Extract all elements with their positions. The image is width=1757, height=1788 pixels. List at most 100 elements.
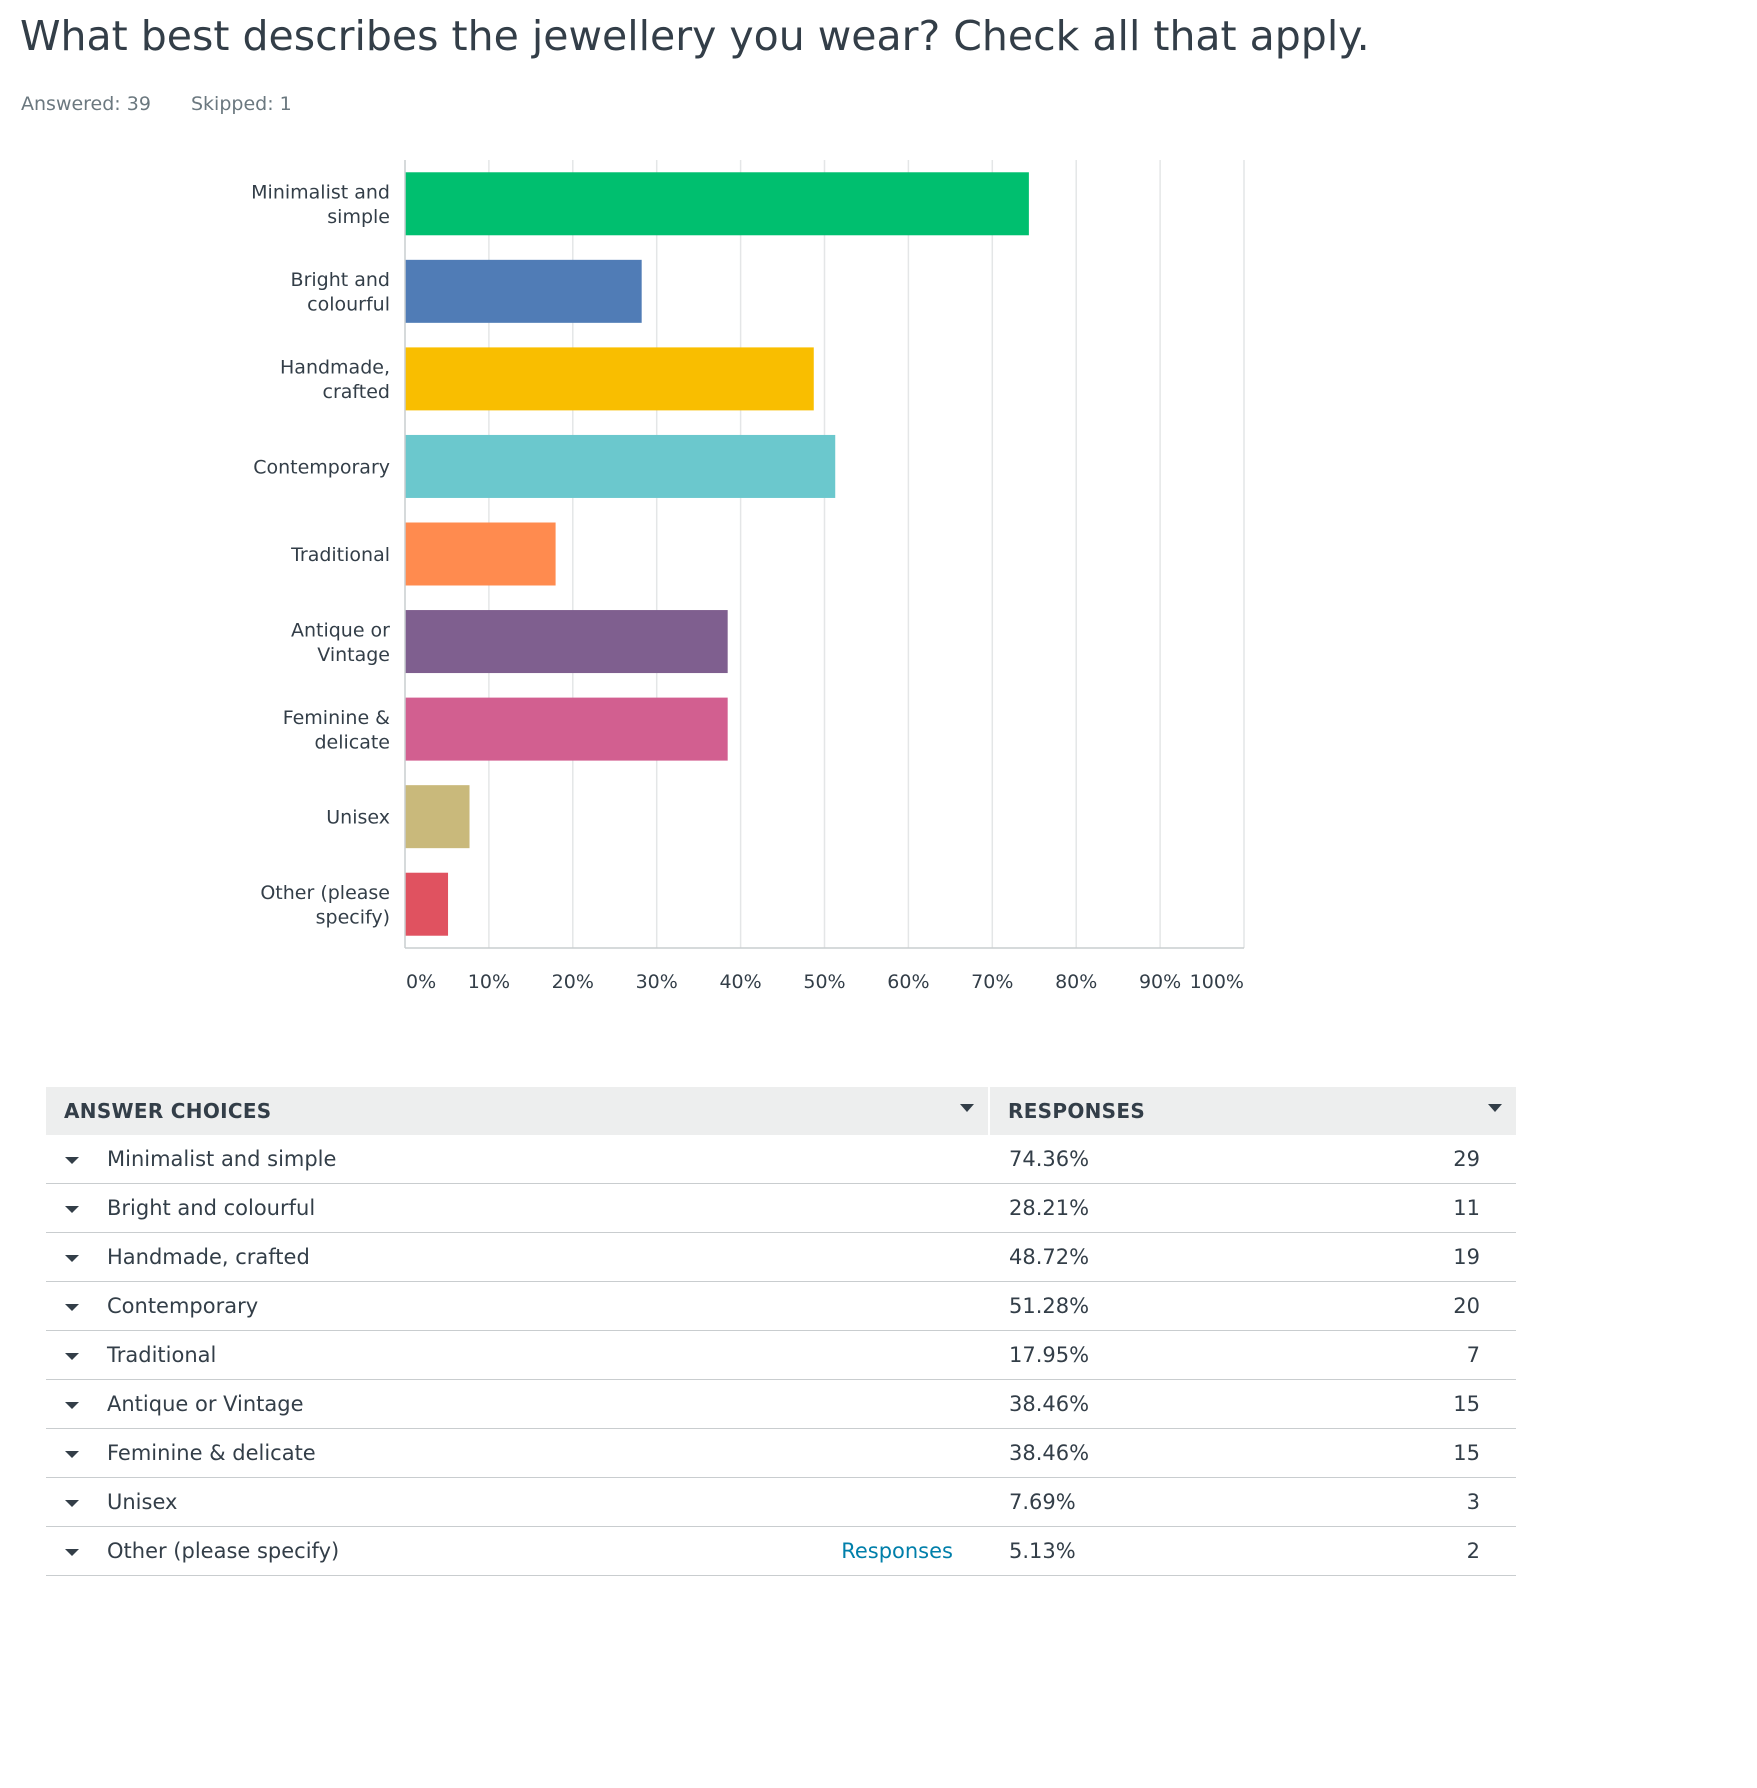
category-label: Vintage — [317, 644, 390, 666]
response-count: 15 — [1453, 1441, 1480, 1465]
sort-dropdown-icon[interactable] — [1488, 1104, 1502, 1112]
x-tick-label: 10% — [468, 971, 510, 993]
chevron-down-icon[interactable] — [65, 1156, 79, 1164]
response-count: 19 — [1453, 1245, 1480, 1269]
response-percent: 7.69% — [1009, 1490, 1076, 1514]
bar[interactable] — [405, 172, 1029, 236]
response-count: 2 — [1466, 1539, 1480, 1563]
response-count: 3 — [1466, 1490, 1480, 1514]
table-row: Other (please specify) Responses 5.13% 2 — [46, 1526, 1516, 1576]
answer-choice-cell: Other (please specify) Responses — [46, 1526, 989, 1576]
answer-choices-header-label: ANSWER CHOICES — [64, 1099, 272, 1123]
table-row: Minimalist and simple 74.36% 29 — [46, 1135, 1516, 1184]
response-cell: 7.69% 3 — [989, 1477, 1516, 1527]
answer-choice-cell: Bright and colourful — [46, 1183, 989, 1233]
chevron-down-icon[interactable] — [65, 1303, 79, 1311]
answer-choice-label: Unisex — [107, 1490, 178, 1514]
bar[interactable] — [405, 347, 814, 411]
category-label: Minimalist and — [251, 182, 390, 204]
category-label: Other (please — [260, 882, 390, 904]
question-title: What best describes the jewellery you we… — [20, 12, 1370, 60]
chevron-down-icon[interactable] — [65, 1548, 79, 1556]
response-percent: 48.72% — [1009, 1245, 1090, 1269]
response-cell: 51.28% 20 — [989, 1281, 1516, 1331]
category-label: Contemporary — [253, 456, 390, 478]
table-row: Feminine & delicate 38.46% 15 — [46, 1428, 1516, 1478]
x-tick-label: 70% — [971, 971, 1013, 993]
table-row: Antique or Vintage 38.46% 15 — [46, 1379, 1516, 1429]
category-label: Bright and — [291, 269, 390, 291]
sort-dropdown-icon[interactable] — [960, 1104, 974, 1112]
answer-choice-label: Feminine & delicate — [107, 1441, 316, 1465]
table-row: Unisex 7.69% 3 — [46, 1477, 1516, 1527]
response-count: 20 — [1453, 1294, 1480, 1318]
response-percent: 17.95% — [1009, 1343, 1090, 1367]
x-tick-label: 40% — [719, 971, 761, 993]
category-label: Unisex — [326, 807, 390, 829]
response-percent: 28.21% — [1009, 1196, 1090, 1220]
table-row: Handmade, crafted 48.72% 19 — [46, 1232, 1516, 1282]
x-tick-label: 30% — [636, 971, 678, 993]
response-percent: 38.46% — [1009, 1441, 1090, 1465]
answer-choice-label: Bright and colourful — [107, 1196, 316, 1220]
chevron-down-icon[interactable] — [65, 1450, 79, 1458]
category-label: Feminine & — [283, 707, 390, 729]
response-percent: 38.46% — [1009, 1392, 1090, 1416]
answer-choice-label: Handmade, crafted — [107, 1245, 310, 1269]
x-tick-label: 80% — [1055, 971, 1097, 993]
chevron-down-icon[interactable] — [65, 1254, 79, 1262]
response-cell: 38.46% 15 — [989, 1428, 1516, 1478]
x-tick-label: 50% — [803, 971, 845, 993]
x-tick-label: 60% — [887, 971, 929, 993]
response-cell: 48.72% 19 — [989, 1232, 1516, 1282]
category-label: colourful — [307, 294, 390, 316]
bar[interactable] — [405, 785, 470, 849]
table-row: Contemporary 51.28% 20 — [46, 1281, 1516, 1331]
responses-header-label: RESPONSES — [1008, 1099, 1146, 1123]
answer-choice-label: Minimalist and simple — [107, 1147, 337, 1171]
table-row: Traditional 17.95% 7 — [46, 1330, 1516, 1380]
answer-choice-label: Traditional — [107, 1343, 217, 1367]
answer-choice-label: Other (please specify) — [107, 1539, 340, 1563]
bar[interactable] — [405, 522, 556, 586]
answer-choice-label: Antique or Vintage — [107, 1392, 304, 1416]
bar[interactable] — [405, 872, 449, 936]
bar[interactable] — [405, 697, 728, 761]
response-percent: 74.36% — [1009, 1147, 1090, 1171]
response-percent: 5.13% — [1009, 1539, 1076, 1563]
response-meta: Answered: 39 Skipped: 1 — [21, 93, 292, 115]
x-tick-label: 90% — [1139, 971, 1181, 993]
category-label: crafted — [323, 381, 390, 403]
bar[interactable] — [405, 259, 642, 323]
skipped-count: Skipped: 1 — [190, 93, 292, 115]
answer-choice-cell: Traditional — [46, 1330, 989, 1380]
response-count: 7 — [1466, 1343, 1480, 1367]
answer-choice-cell: Minimalist and simple — [46, 1135, 989, 1184]
x-tick-label: 100% — [1190, 971, 1244, 993]
category-label: Handmade, — [280, 357, 390, 379]
answer-choices-header[interactable]: ANSWER CHOICES — [46, 1087, 989, 1135]
response-cell: 38.46% 15 — [989, 1379, 1516, 1429]
table-row: Bright and colourful 28.21% 11 — [46, 1183, 1516, 1233]
response-count: 29 — [1453, 1147, 1480, 1171]
x-tick-label: 0% — [406, 971, 436, 993]
answer-choice-cell: Contemporary — [46, 1281, 989, 1331]
answer-choices-table: ANSWER CHOICES RESPONSES Minimalist and … — [46, 1087, 1516, 1576]
responses-header[interactable]: RESPONSES — [988, 1087, 1516, 1135]
chevron-down-icon[interactable] — [65, 1401, 79, 1409]
category-label: Traditional — [290, 544, 390, 566]
other-responses-link[interactable]: Responses — [841, 1539, 953, 1563]
answered-count: Answered: 39 — [21, 93, 151, 115]
response-cell: 5.13% 2 — [989, 1526, 1516, 1576]
bar[interactable] — [405, 610, 728, 674]
response-count: 11 — [1453, 1196, 1480, 1220]
category-label: Antique or — [291, 619, 390, 641]
chevron-down-icon[interactable] — [65, 1205, 79, 1213]
bar[interactable] — [405, 434, 836, 498]
category-label: specify) — [316, 906, 390, 928]
chevron-down-icon[interactable] — [65, 1352, 79, 1360]
answer-choice-cell: Unisex — [46, 1477, 989, 1527]
answer-choice-label: Contemporary — [107, 1294, 259, 1318]
chevron-down-icon[interactable] — [65, 1499, 79, 1507]
